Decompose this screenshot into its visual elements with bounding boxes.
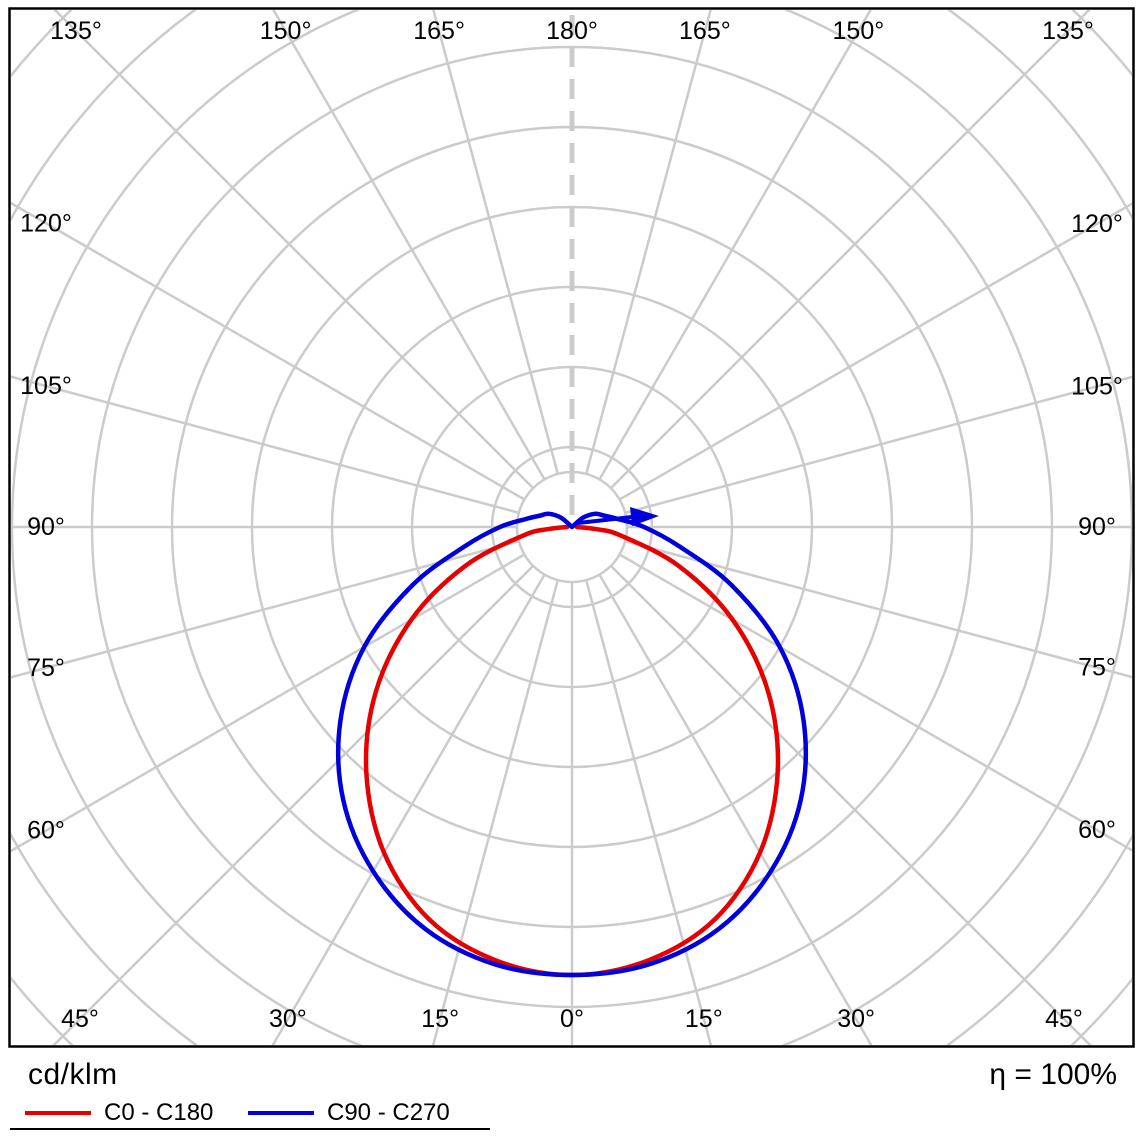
angle-label: 0°	[560, 1005, 584, 1033]
grid-radial-line	[432, 10, 560, 475]
angle-label: 15°	[421, 1005, 459, 1033]
angle-label: 60°	[27, 817, 65, 845]
grid-radial-line	[11, 375, 520, 515]
grid-radial-line	[624, 539, 1132, 679]
grid-radial-line	[584, 10, 712, 475]
grid-radial-line	[11, 201, 526, 501]
grid-radial-line	[598, 10, 872, 481]
angle-label: 75°	[1078, 654, 1116, 682]
grid-radial-line	[431, 579, 560, 1045]
angle-label: 150°	[260, 17, 312, 45]
legend-item-c0-c180: C0 - C180	[25, 1100, 213, 1126]
angle-label: 45°	[1045, 1005, 1083, 1033]
c90-c270-curve	[336, 511, 808, 978]
grid-radial-line	[271, 573, 546, 1045]
grid-radial-line	[598, 573, 873, 1045]
grid-radial-line	[584, 579, 713, 1045]
grid-radial-line	[272, 10, 546, 481]
c0-c180-line-swatch	[25, 1111, 91, 1115]
efficiency-label: η = 100%	[989, 1058, 1117, 1091]
angle-label: 180°	[546, 17, 598, 45]
legend-label-c90-c270: C90 - C270	[327, 1099, 450, 1126]
angle-label: 30°	[269, 1005, 307, 1033]
angle-label: 165°	[413, 17, 465, 45]
angle-label: 120°	[20, 209, 72, 237]
grid-radial-line	[618, 553, 1132, 852]
angle-label: 150°	[833, 17, 885, 45]
angle-label: 120°	[1071, 210, 1123, 238]
grid-radial-line	[618, 202, 1132, 501]
grid-radial-line	[11, 539, 520, 679]
angle-label: 135°	[50, 17, 102, 45]
angle-label: 105°	[1071, 372, 1123, 400]
grid-radial-line	[610, 10, 1091, 489]
grid-radial-line	[53, 10, 534, 489]
legend-item-c90-c270: C90 - C270	[248, 1100, 450, 1126]
legend-label-c0-c180: C0 - C180	[104, 1099, 214, 1126]
angle-label: 165°	[679, 17, 731, 45]
grid-radial-line	[52, 565, 534, 1045]
curve-direction-arrow-shaft	[576, 515, 634, 525]
c90-c270-line-swatch	[248, 1111, 314, 1115]
angle-label: 135°	[1042, 17, 1094, 45]
angle-label: 60°	[1078, 816, 1116, 844]
unit-label: cd/klm	[28, 1058, 118, 1091]
grid-radial-line	[624, 375, 1132, 515]
angle-label: 105°	[20, 372, 72, 400]
plot-frame	[8, 7, 1135, 1048]
angle-label: 30°	[837, 1005, 875, 1033]
angle-label: 75°	[27, 654, 65, 682]
angle-labels: 0° 15° 15° 30° 30° 45° 45° 60° 60° 75° 75° 90° 90° 10…	[20, 17, 1123, 1033]
curve-direction-arrow	[630, 507, 659, 526]
angle-label: 90°	[27, 513, 65, 541]
angle-label: 45°	[61, 1005, 99, 1033]
angle-label: 90°	[1078, 513, 1116, 541]
intensity-curves	[336, 507, 808, 978]
grid-radial-line	[11, 553, 526, 853]
legend-underline	[10, 1128, 490, 1130]
angle-label: 15°	[685, 1005, 723, 1033]
grid-radial-line	[610, 565, 1092, 1045]
